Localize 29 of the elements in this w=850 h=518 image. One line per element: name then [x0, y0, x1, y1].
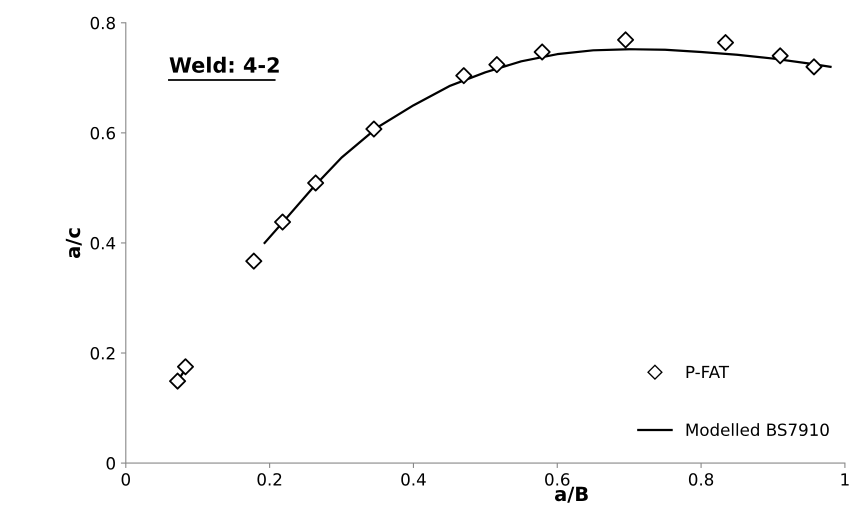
point	[245, 252, 262, 270]
x-axis-title: a/B	[554, 486, 588, 503]
annotation: Weld: 4-2	[170, 56, 279, 73]
y-tick-label: 0.2	[90, 346, 114, 360]
point	[805, 58, 822, 76]
y-axis-title: a/c	[66, 228, 82, 258]
y-tick-label: 0	[106, 457, 115, 470]
point	[617, 31, 634, 48]
x-tick-label: 1	[841, 473, 849, 486]
x-tick-label: 0.4	[401, 473, 426, 486]
point	[772, 47, 789, 64]
legend-label: Modelled BS7910	[686, 423, 829, 436]
x-tick-label: 0.8	[688, 473, 714, 486]
point	[365, 120, 382, 138]
point	[717, 34, 734, 52]
x-tick-label: 0.2	[257, 473, 282, 486]
point	[274, 214, 292, 231]
point	[176, 358, 194, 376]
y-tick-label: 0.4	[90, 236, 116, 250]
legend-label: P-FAT	[686, 366, 730, 378]
x-tick-label: 0	[122, 473, 130, 486]
point	[169, 372, 186, 390]
point	[455, 67, 472, 84]
x-tick-label: 0.6	[545, 473, 570, 486]
y-tick-label: 0.6	[90, 126, 116, 140]
point	[534, 43, 551, 60]
point	[307, 174, 324, 192]
y-tick-label: 0.8	[90, 16, 115, 30]
point	[488, 56, 506, 74]
